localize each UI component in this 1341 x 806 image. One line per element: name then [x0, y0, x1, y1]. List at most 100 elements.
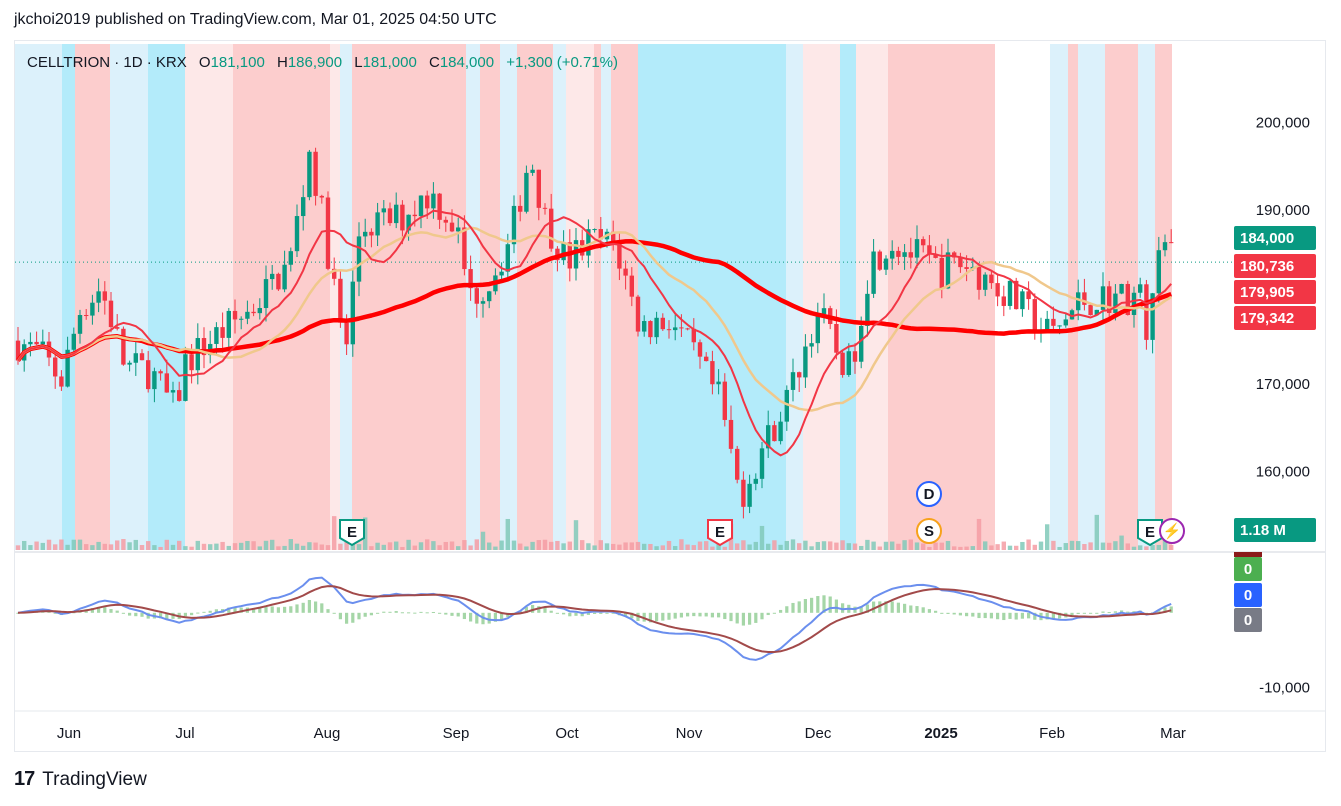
macd-histogram-bar: [593, 612, 597, 614]
candle-body: [697, 342, 703, 357]
background-band-28: [1050, 44, 1068, 550]
candle-body: [301, 197, 306, 217]
volume-bar: [530, 541, 535, 550]
candle-body: [834, 323, 839, 353]
candle-body: [865, 293, 870, 326]
volume-bar: [480, 531, 486, 550]
macd-histogram-bar: [958, 612, 962, 616]
macd-histogram-bar: [996, 612, 1000, 620]
macd-histogram-bar: [1058, 612, 1062, 619]
volume-bar: [716, 542, 721, 550]
tradingview-mark-icon: 17: [14, 768, 35, 790]
candle-body: [964, 267, 969, 269]
price-tag-label: 179,342: [1240, 310, 1294, 327]
macd-histogram-bar: [165, 612, 169, 619]
candle-body: [133, 353, 138, 363]
event-marker-badge[interactable]: [1137, 519, 1163, 547]
event-marker-circle[interactable]: [916, 518, 942, 544]
macd-histogram-bar: [903, 603, 907, 613]
volume-bar: [40, 542, 45, 550]
macd-tag-top-strip: [1234, 552, 1262, 557]
volume-bar: [784, 540, 789, 550]
volume-bar: [251, 541, 256, 550]
volume-bar: [828, 541, 833, 550]
candle-body: [722, 381, 727, 420]
macd-histogram-bar: [264, 607, 268, 613]
macd-histogram-bar: [233, 607, 237, 613]
volume-bar: [499, 540, 504, 550]
volume-bar: [939, 542, 944, 550]
candle-body: [598, 229, 603, 240]
volume-bar: [115, 540, 120, 550]
macd-histogram-bar: [214, 609, 218, 613]
volume-bar: [28, 545, 33, 550]
event-marker-label: D: [924, 486, 935, 503]
macd-histogram-bar: [159, 612, 163, 619]
volume-bar: [332, 516, 337, 550]
macd-histogram-bar: [314, 601, 318, 613]
volume-bar: [1150, 545, 1155, 550]
volume-bar: [139, 545, 145, 550]
candle-body: [927, 245, 932, 255]
candle-body: [183, 354, 188, 401]
background-band-8: [330, 44, 340, 550]
event-marker-circle[interactable]: [1159, 518, 1185, 544]
volume-bar: [1051, 540, 1056, 550]
volume-bar: [753, 541, 758, 550]
candle-body: [1045, 318, 1050, 330]
open-label: O: [198, 54, 211, 71]
time-axis-label: Jul: [175, 725, 194, 742]
event-marker-badge[interactable]: [339, 519, 365, 547]
event-marker-circle[interactable]: [916, 481, 942, 507]
volume-bar: [648, 543, 653, 550]
symbol-label[interactable]: CELLTRION · 1D · KRX: [27, 54, 187, 71]
candle-body: [859, 325, 864, 362]
candle-body: [1063, 319, 1068, 326]
volume-bar: [263, 540, 269, 550]
volume-bar: [896, 543, 901, 550]
volume-bar: [1100, 542, 1106, 550]
price-tag-label: 184,000: [1240, 230, 1294, 247]
published-line: jkchoi2019 published on TradingView.com,…: [14, 11, 497, 28]
candle-body: [139, 353, 145, 361]
candle-body: [350, 281, 355, 345]
volume-bar: [22, 540, 27, 550]
volume-bar: [890, 541, 895, 550]
macd-histogram-bar: [121, 612, 125, 614]
volume-bar: [865, 539, 870, 550]
candle-body: [611, 231, 616, 243]
macd-histogram-bar: [655, 612, 659, 622]
candle-body: [679, 327, 684, 329]
candle-body: [65, 349, 70, 387]
candle-body: [958, 257, 963, 268]
candle-body: [418, 195, 424, 217]
candle-body: [96, 291, 101, 303]
chart-frame[interactable]: [14, 40, 1326, 752]
volume-bar: [1119, 535, 1124, 550]
tradingview-logo[interactable]: 17 TradingView: [14, 768, 147, 791]
candle-body: [387, 208, 393, 224]
price-axis-label: 190,000: [1256, 202, 1310, 219]
candle-body: [716, 381, 721, 385]
candle-body: [220, 327, 225, 338]
volume-bar: [766, 543, 771, 550]
volume-bar: [555, 540, 560, 550]
background-band-9: [340, 44, 352, 550]
event-marker-label: E: [347, 524, 357, 541]
macd-histogram-bar: [252, 607, 256, 613]
macd-histogram-bar: [1169, 606, 1173, 613]
volume-bar: [276, 546, 281, 550]
macd-histogram-bar: [289, 606, 293, 613]
background-band-14: [500, 44, 517, 550]
candle-body: [623, 268, 628, 276]
volume-bar: [1057, 546, 1062, 550]
price-tag-box: [1234, 306, 1316, 330]
event-marker-badge[interactable]: [707, 519, 733, 547]
volume-bar: [871, 541, 876, 550]
high-label: H: [277, 54, 288, 71]
volume-bar: [710, 546, 715, 550]
volume-bar: [821, 541, 827, 550]
volume-bar: [201, 543, 207, 550]
candle-body: [1026, 291, 1031, 300]
